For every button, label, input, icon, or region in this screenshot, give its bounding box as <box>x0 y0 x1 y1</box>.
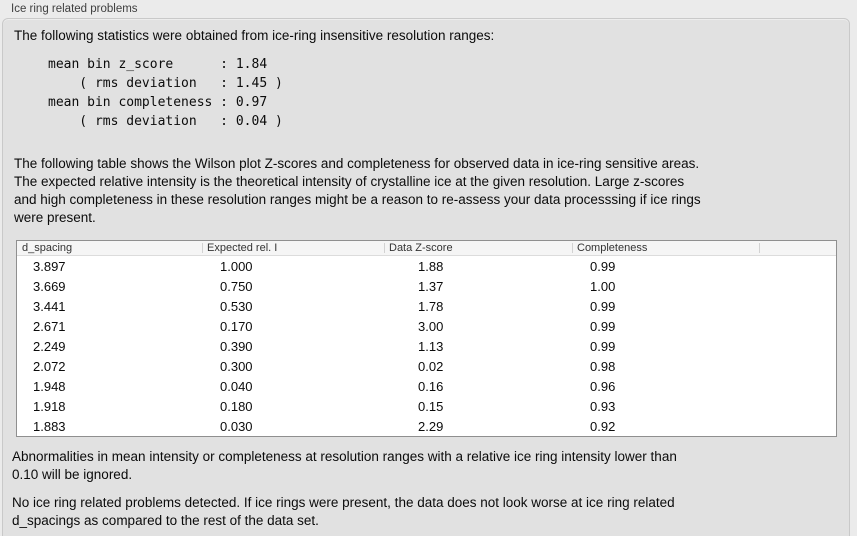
table-cell: 3.669 <box>33 278 66 294</box>
table-cell: 3.441 <box>33 298 66 314</box>
table-cell: 0.99 <box>590 338 616 354</box>
table-cell: 0.750 <box>220 278 253 294</box>
stats-block: mean bin z_score : 1.84 ( rms deviation … <box>48 57 283 129</box>
table-cell: 0.300 <box>220 358 253 374</box>
column-header-completeness[interactable]: Completeness <box>572 241 759 255</box>
table-cell: 1.883 <box>33 418 66 434</box>
table-cell: 0.530 <box>220 298 253 314</box>
table-cell: 0.92 <box>590 418 616 434</box>
table-cell: 0.99 <box>590 298 616 314</box>
table-row[interactable]: 1.918 0.180 0.15 0.93 <box>17 396 836 416</box>
table-cell: 0.180 <box>220 398 253 414</box>
table-header-row: d_spacing Expected rel. I Data Z-score Comp… <box>17 241 836 256</box>
table-cell: 2.671 <box>33 318 66 334</box>
table-cell: 1.88 <box>418 258 444 274</box>
table-cell: 0.390 <box>220 338 253 354</box>
table-row[interactable]: 2.072 0.300 0.02 0.98 <box>17 356 836 376</box>
column-header-data-z-score[interactable]: Data Z-score <box>384 241 572 255</box>
table-row[interactable]: 3.441 0.530 1.78 0.99 <box>17 296 836 316</box>
table-description: The following table shows the Wilson plo… <box>14 156 701 225</box>
table-cell: 2.29 <box>418 418 444 434</box>
table-cell: 3.897 <box>33 258 66 274</box>
ice-ring-table: d_spacing Expected rel. I Data Z-score Comp… <box>16 240 837 437</box>
table-cell: 0.02 <box>418 358 444 374</box>
table-row[interactable]: 3.669 0.750 1.37 1.00 <box>17 276 836 296</box>
table-cell: 1.13 <box>418 338 444 354</box>
table-cell: 1.948 <box>33 378 66 394</box>
table-cell: 0.040 <box>220 378 253 394</box>
table-cell: 1.37 <box>418 278 444 294</box>
conclusion-text: No ice ring related problems detected. I… <box>12 495 675 528</box>
panel-groupbox: The following statistics were obtained f… <box>2 18 850 536</box>
table-cell: 0.15 <box>418 398 444 414</box>
table-cell: 1.918 <box>33 398 66 414</box>
table-cell: 0.98 <box>590 358 616 374</box>
table-cell: 0.93 <box>590 398 616 414</box>
table-cell: 3.00 <box>418 318 444 334</box>
column-header-empty[interactable] <box>759 241 836 255</box>
table-cell: 2.072 <box>33 358 66 374</box>
table-cell: 2.249 <box>33 338 66 354</box>
table-cell: 1.78 <box>418 298 444 314</box>
panel-title: Ice ring related problems <box>11 3 138 15</box>
table-cell: 0.170 <box>220 318 253 334</box>
table-row[interactable]: 2.249 0.390 1.13 0.99 <box>17 336 836 356</box>
table-body: 3.897 1.000 1.88 0.99 3.669 0.750 1.37 1.00 3.44… <box>17 256 836 436</box>
table-row[interactable]: 3.897 1.000 1.88 0.99 <box>17 256 836 276</box>
table-cell: 0.16 <box>418 378 444 394</box>
ignore-note: Abnormalities in mean intensity or compl… <box>12 449 677 482</box>
table-cell: 0.99 <box>590 258 616 274</box>
table-cell: 1.000 <box>220 258 253 274</box>
table-cell: 0.96 <box>590 378 616 394</box>
table-row[interactable]: 1.948 0.040 0.16 0.96 <box>17 376 836 396</box>
column-header-d-spacing[interactable]: d_spacing <box>22 242 73 254</box>
table-cell: 0.030 <box>220 418 253 434</box>
intro-text: The following statistics were obtained f… <box>14 28 495 43</box>
table-row[interactable]: 1.883 0.030 2.29 0.92 <box>17 416 836 436</box>
table-cell: 0.99 <box>590 318 616 334</box>
table-row[interactable]: 2.671 0.170 3.00 0.99 <box>17 316 836 336</box>
column-header-expected-rel-i[interactable]: Expected rel. I <box>202 241 384 255</box>
table-cell: 1.00 <box>590 278 616 294</box>
